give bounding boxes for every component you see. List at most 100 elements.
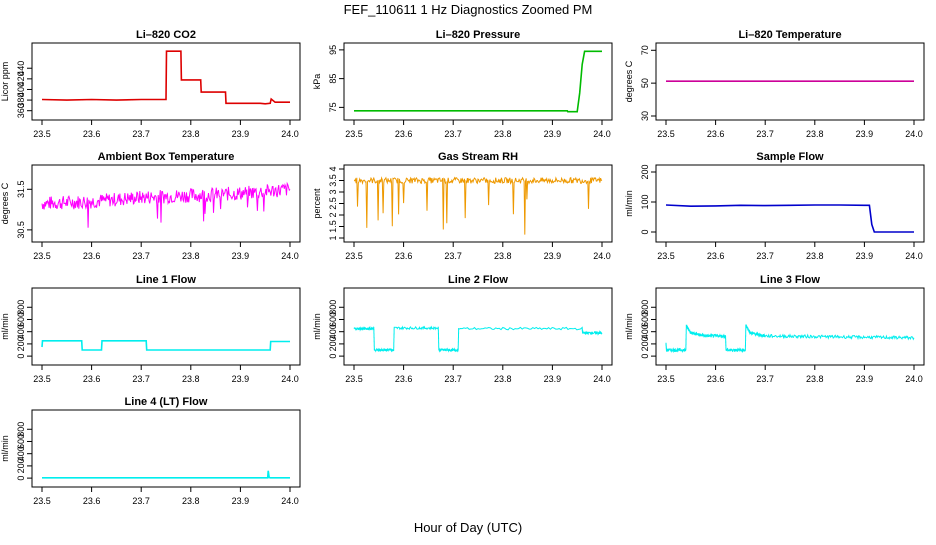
y-tick-label: 31.5 [16,181,26,199]
y-tick-label: 1 [328,235,338,240]
x-tick-label: 23.7 [444,374,462,384]
y-tick-label: 600 [16,312,26,327]
series-line [354,50,602,113]
x-tick-label: 23.6 [395,374,413,384]
x-tick-label: 23.5 [345,129,363,139]
y-tick-label: 0 [16,476,26,481]
series-line [41,50,290,105]
plot-frame [655,287,925,366]
x-tick-label: 23.8 [806,374,824,384]
x-tick-label: 23.8 [494,251,512,261]
plot-frame [31,409,301,488]
y-tick-label: 600 [328,312,338,327]
x-tick-label: 23.9 [232,129,250,139]
figure-xlabel: Hour of Day (UTC) [414,520,522,535]
y-tick-label: 200 [640,336,650,351]
y-tick-label: 2 [328,212,338,217]
x-tick-label: 23.7 [756,374,774,384]
x-tick-label: 23.8 [806,129,824,139]
x-tick-label: 24.0 [281,129,299,139]
y-axis-label: ml/min [624,313,634,340]
x-tick-label: 24.0 [593,374,611,384]
x-tick-label: 23.5 [33,251,51,261]
x-tick-label: 24.0 [281,374,299,384]
x-tick-label: 23.9 [856,251,874,261]
x-tick-label: 23.5 [345,374,363,384]
y-tick-label: 4 [328,166,338,171]
x-tick-label: 23.6 [83,251,101,261]
y-tick-label: 600 [640,312,650,327]
y-tick-label: 400 [640,324,650,339]
x-tick-label: 23.6 [707,251,725,261]
x-tick-label: 23.9 [856,129,874,139]
y-tick-label: 1.5 [328,220,338,233]
x-tick-label: 23.7 [132,496,150,506]
y-tick-label: 420 [16,71,26,86]
y-tick-label: 400 [16,82,26,97]
x-tick-label: 23.5 [657,129,675,139]
y-tick-label: 200 [328,336,338,351]
y-tick-label: 30 [640,111,650,121]
series-line [41,340,290,351]
x-tick-label: 23.8 [182,129,200,139]
chart-panel-3: Li–820 Temperature degrees C 23.5 23.6 23.7 2… [624,29,925,139]
chart-panel-7: Line 1 Flow ml/min 23.5 23.6 23.7 23.8 23.9 24.… [0,274,301,384]
chart-panel-10: Line 4 (LT) Flow ml/min 23.5 23.6 23.7 23.8 23… [0,396,301,506]
x-tick-label: 24.0 [593,129,611,139]
x-tick-label: 23.8 [806,251,824,261]
y-tick-label: 50 [640,78,650,88]
y-axis-label: ml/min [0,313,10,340]
x-tick-label: 23.5 [657,251,675,261]
chart-panel-9: Line 3 Flow ml/min 23.5 23.6 23.7 23.8 23.9 24.… [624,274,925,384]
y-tick-label: 200 [640,164,650,179]
y-tick-label: 200 [16,336,26,351]
x-tick-label: 23.6 [395,129,413,139]
x-tick-label: 23.7 [132,251,150,261]
plot-frame [31,42,301,121]
x-tick-label: 23.7 [756,251,774,261]
y-tick-label: 200 [16,458,26,473]
series-line [665,324,915,354]
x-tick-label: 23.5 [345,251,363,261]
x-tick-label: 23.9 [544,251,562,261]
x-tick-label: 23.5 [33,374,51,384]
x-tick-label: 24.0 [905,129,923,139]
y-tick-label: 800 [16,300,26,315]
x-tick-label: 24.0 [905,251,923,261]
x-tick-label: 23.9 [232,374,250,384]
chart-panel-8: Line 2 Flow ml/min 23.5 23.6 23.7 23.8 23.9 24.… [312,274,613,384]
y-tick-label: 3 [328,189,338,194]
panel-title: Li–820 Temperature [738,29,841,41]
y-axis-label: Licor ppm [0,62,10,102]
y-tick-label: 85 [328,74,338,84]
y-axis-label: kPa [312,74,322,90]
chart-panel-2: Li–820 Pressure kPa 23.5 23.6 23.7 23.8 23.9 24… [312,29,613,139]
y-tick-label: 380 [16,93,26,108]
panel-title: Line 2 Flow [448,274,508,286]
y-tick-label: 0 [640,354,650,359]
x-tick-label: 23.9 [232,251,250,261]
y-tick-label: 400 [16,324,26,339]
x-tick-label: 23.7 [444,129,462,139]
series-line [353,325,603,353]
x-tick-label: 23.8 [494,374,512,384]
y-axis-label: degrees C [0,182,10,224]
y-tick-label: 2.5 [328,197,338,210]
plot-frame [655,42,925,121]
x-tick-label: 23.6 [83,129,101,139]
series-line [353,176,603,235]
x-tick-label: 23.8 [494,129,512,139]
y-tick-label: 30.5 [16,221,26,239]
plot-frame [343,42,613,121]
panel-title: Ambient Box Temperature [98,151,235,163]
x-tick-label: 23.9 [232,496,250,506]
y-tick-label: 360 [16,103,26,118]
x-tick-label: 23.8 [182,251,200,261]
y-axis-label: degrees C [624,60,634,102]
panel-title: Gas Stream RH [438,151,518,163]
x-tick-label: 23.7 [756,129,774,139]
y-tick-label: 800 [16,422,26,437]
y-axis-label: ml/min [0,435,10,462]
y-tick-label: 100 [640,194,650,209]
